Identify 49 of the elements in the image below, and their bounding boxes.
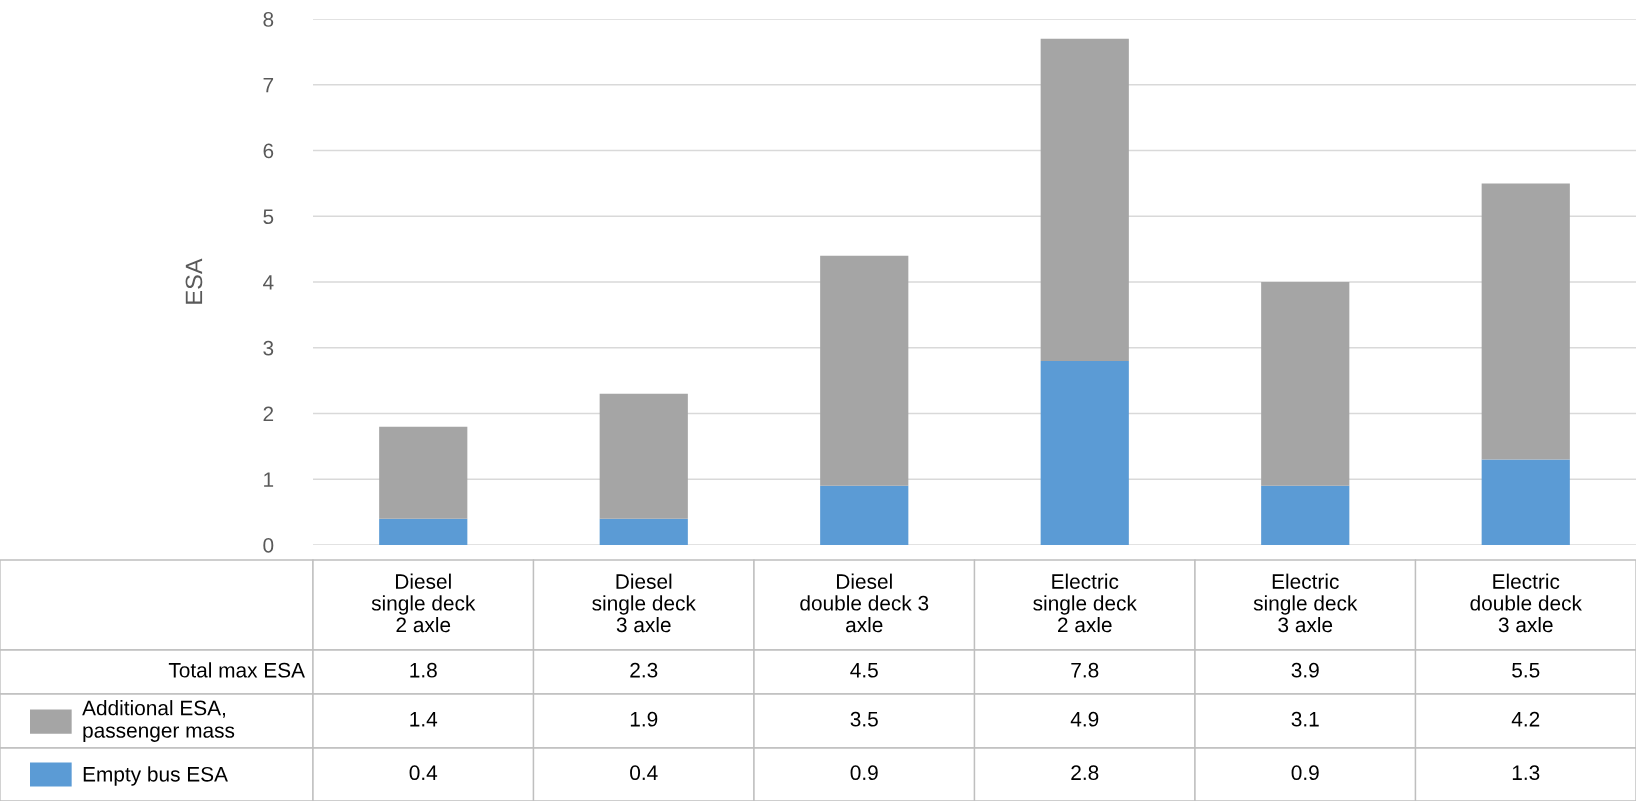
y-tick-label: 3 bbox=[263, 340, 274, 356]
bar bbox=[599, 518, 688, 545]
bar bbox=[599, 393, 688, 519]
bar bbox=[1040, 38, 1129, 361]
data-label: 4.2 bbox=[1511, 711, 1540, 727]
bar bbox=[1261, 485, 1350, 545]
x-tick-label: Diesel single deck 3 axle bbox=[592, 573, 696, 633]
legend-label: Empty bus ESA bbox=[83, 766, 228, 786]
text: 7.8 bbox=[1071, 662, 1099, 678]
data-label: 1.4 bbox=[410, 712, 438, 727]
y-tick-label: 2 bbox=[263, 406, 274, 422]
x-tick-label: Diesel single deck 2 axle bbox=[371, 573, 476, 633]
data-label: 0.9 bbox=[1291, 765, 1319, 781]
x-tick-label: Electric single deck 3 axle bbox=[1253, 573, 1358, 633]
y-tick-label: 5 bbox=[263, 209, 274, 224]
bar bbox=[1040, 360, 1129, 545]
bar bbox=[379, 518, 468, 545]
data-label: 3.1 bbox=[1291, 711, 1319, 727]
data-label: 3.5 bbox=[850, 711, 878, 727]
data-label: 0.4 bbox=[630, 765, 658, 781]
bar bbox=[1481, 459, 1570, 545]
data-label: 1.3 bbox=[1512, 765, 1540, 781]
text: Total max ESA bbox=[168, 662, 305, 678]
y-tick-label: 4 bbox=[263, 275, 274, 290]
legend-label: Additional ESA, passenger mass bbox=[82, 700, 235, 742]
text: 1.8 bbox=[410, 662, 437, 678]
bar bbox=[1481, 183, 1570, 460]
data-label: 1.9 bbox=[630, 711, 658, 727]
bar bbox=[379, 426, 468, 519]
y-tick-label: 7 bbox=[263, 77, 274, 93]
text: 3.9 bbox=[1291, 662, 1319, 678]
y-tick-label: 8 bbox=[263, 12, 274, 27]
bar bbox=[820, 255, 909, 486]
data-label: 0.4 bbox=[409, 765, 438, 781]
x-tick-label: Electric double deck 3 axle bbox=[1470, 573, 1582, 633]
bar bbox=[820, 485, 909, 545]
data-label: 2.8 bbox=[1071, 765, 1099, 781]
bar bbox=[1261, 282, 1350, 486]
data-label: 0.9 bbox=[850, 765, 878, 781]
x-tick-label: Diesel double deck 3 axle bbox=[800, 573, 929, 633]
y-tick-label: 1 bbox=[264, 472, 274, 487]
y-tick-label: 6 bbox=[263, 143, 274, 159]
text: 4.5 bbox=[850, 663, 878, 678]
y-tick-label: 0 bbox=[263, 538, 274, 553]
data-label: 4.9 bbox=[1070, 711, 1099, 727]
y-axis-title: ESA bbox=[185, 258, 203, 304]
text: 5.5 bbox=[1512, 663, 1540, 678]
text: 2.3 bbox=[630, 662, 658, 678]
x-tick-label: Electric single deck 2 axle bbox=[1033, 573, 1137, 633]
